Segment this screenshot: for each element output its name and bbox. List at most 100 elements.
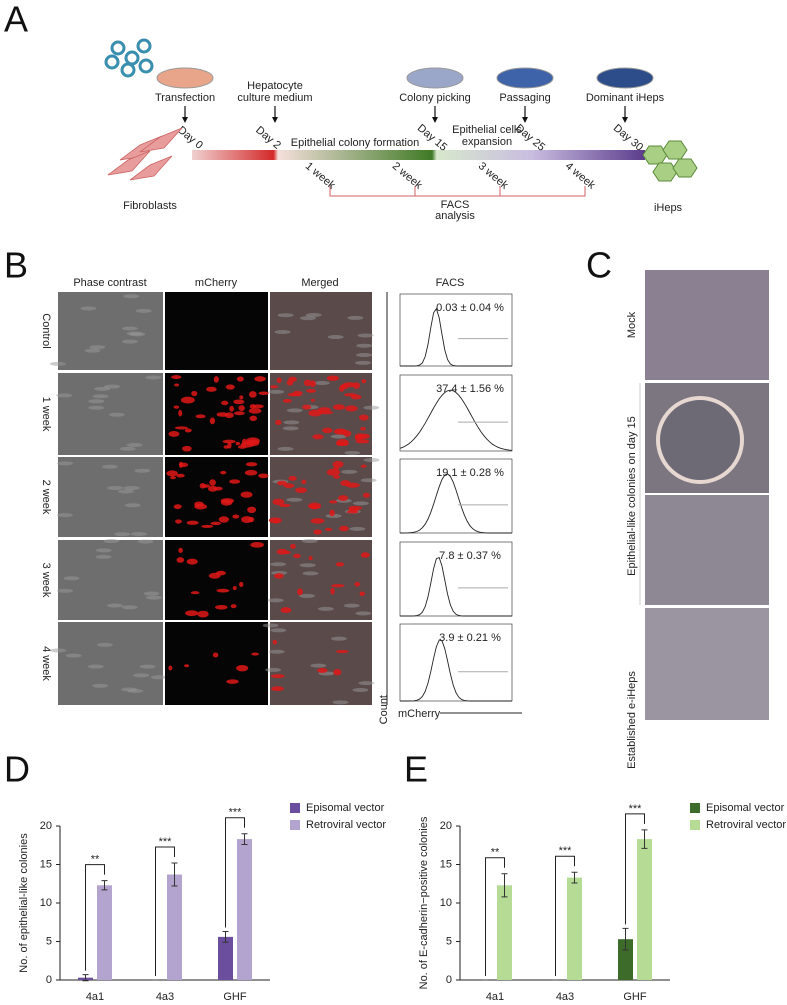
facs-label: analysis bbox=[435, 210, 475, 222]
mcherry-cell bbox=[309, 380, 317, 388]
mcherry-cell bbox=[346, 510, 359, 514]
mcherry-cell bbox=[194, 503, 208, 510]
cell-texture bbox=[107, 485, 124, 490]
mcherry-cell bbox=[258, 473, 269, 479]
mcherry-cell bbox=[318, 407, 331, 413]
mcherry-cell bbox=[222, 439, 236, 444]
mcherry-cell bbox=[226, 679, 239, 684]
histogram-frame bbox=[399, 541, 513, 617]
cell-texture bbox=[129, 332, 146, 337]
mcherry-cell bbox=[309, 504, 315, 509]
mcherry-cell bbox=[313, 529, 322, 535]
histogram bbox=[400, 473, 512, 534]
mcherry-cell bbox=[258, 391, 269, 396]
mcherry-cell bbox=[212, 652, 219, 658]
bar bbox=[97, 885, 112, 980]
cell-texture bbox=[277, 446, 294, 451]
cell-texture bbox=[80, 306, 97, 311]
cell-texture bbox=[103, 539, 120, 544]
dish bbox=[406, 67, 464, 89]
day-label: Day 15 bbox=[415, 122, 449, 154]
significance-bracket bbox=[625, 813, 645, 925]
cell-texture bbox=[347, 315, 364, 320]
mcherry-cell bbox=[326, 468, 341, 476]
cell-texture bbox=[95, 554, 112, 559]
mcherry-cell bbox=[180, 396, 195, 404]
mcherry-cell bbox=[240, 441, 254, 448]
mcherry-cell bbox=[190, 591, 200, 595]
cell-texture bbox=[130, 531, 147, 536]
phase-label: Epithelial cells bbox=[452, 124, 522, 136]
mcherry-cell bbox=[333, 475, 341, 479]
mcherry-cell bbox=[290, 543, 296, 549]
mcherry-cell bbox=[363, 492, 370, 498]
y-tick-label: 15 bbox=[440, 858, 452, 870]
legend-swatch bbox=[290, 820, 300, 830]
cell-texture bbox=[301, 538, 318, 543]
micrograph bbox=[58, 457, 163, 537]
mcherry-cell bbox=[220, 470, 227, 475]
cell-texture bbox=[325, 513, 342, 518]
week-label: 2 week bbox=[390, 160, 425, 192]
event-label: Passaging bbox=[499, 92, 550, 104]
colony bbox=[656, 396, 744, 484]
cell-texture bbox=[135, 308, 152, 313]
mcherry-cell bbox=[250, 541, 264, 548]
significance: ** bbox=[491, 847, 500, 859]
mcherry-cell bbox=[218, 516, 230, 523]
mcherry-cell bbox=[206, 386, 217, 392]
cell-texture bbox=[145, 375, 162, 380]
cell-texture bbox=[50, 648, 67, 653]
column-header: FACS bbox=[436, 277, 465, 289]
legend-label: Retroviral vector bbox=[306, 819, 386, 831]
mcherry-cell bbox=[333, 668, 342, 676]
cell-texture bbox=[352, 501, 369, 506]
micrograph bbox=[645, 495, 769, 605]
mcherry-cell bbox=[361, 379, 367, 384]
facs-value: 3.9 ± 0.21 % bbox=[439, 632, 501, 644]
cell-texture bbox=[145, 595, 162, 600]
significance: *** bbox=[629, 803, 643, 815]
cell-texture bbox=[88, 405, 105, 410]
mcherry-cell bbox=[170, 476, 177, 480]
facs-value: 7.8 ± 0.37 % bbox=[439, 550, 501, 562]
mcherry-cell bbox=[348, 505, 362, 511]
mcherry-cell bbox=[282, 398, 292, 403]
mcherry-cell bbox=[302, 404, 312, 410]
cell-texture bbox=[344, 450, 361, 455]
error-bar bbox=[101, 880, 108, 891]
vector-icon bbox=[120, 62, 136, 78]
cell-texture bbox=[305, 313, 322, 318]
mcherry-cell bbox=[184, 664, 190, 668]
histogram bbox=[400, 307, 512, 367]
mcherry-cell bbox=[176, 473, 185, 478]
cell-texture bbox=[358, 681, 375, 686]
legend-swatch bbox=[290, 803, 300, 813]
micrograph bbox=[645, 608, 769, 720]
cell-texture bbox=[87, 664, 104, 669]
cell-texture bbox=[143, 591, 160, 596]
mcherry-cell bbox=[345, 482, 360, 488]
mcherry-cell bbox=[335, 429, 346, 433]
mcherry-cell bbox=[317, 667, 328, 674]
mcherry-cell bbox=[233, 411, 245, 416]
mcherry-cell bbox=[336, 649, 349, 654]
mcherry-cell bbox=[178, 547, 183, 553]
bar bbox=[618, 939, 633, 980]
mcherry-cell bbox=[244, 469, 258, 476]
mcherry-cell bbox=[173, 405, 180, 409]
mcherry-cell bbox=[333, 466, 339, 471]
ihep bbox=[652, 162, 678, 182]
bar bbox=[167, 874, 182, 980]
mcherry-cell bbox=[195, 414, 206, 419]
cell-texture bbox=[127, 688, 144, 693]
mcherry-cell bbox=[201, 484, 210, 488]
mcherry-cell bbox=[245, 462, 258, 467]
cell-texture bbox=[139, 664, 156, 669]
mcherry-cell bbox=[360, 552, 370, 558]
ihep bbox=[672, 158, 698, 178]
mcherry-cell bbox=[272, 639, 278, 645]
mcherry-cell bbox=[280, 607, 292, 614]
cell-texture bbox=[117, 489, 134, 494]
cell-texture bbox=[317, 606, 334, 611]
